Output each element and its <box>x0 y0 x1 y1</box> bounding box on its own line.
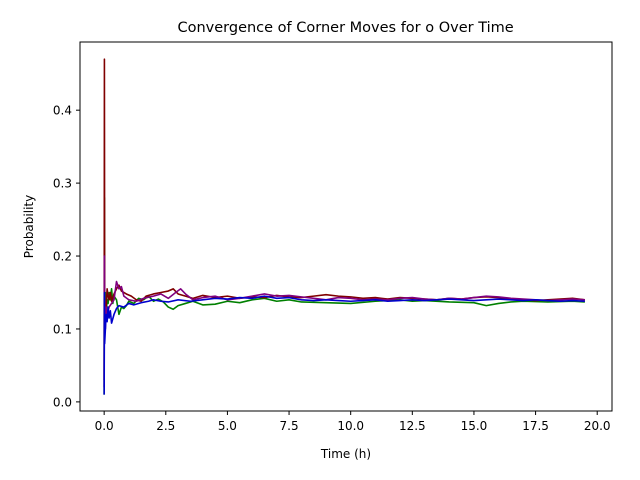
x-axis: 0.0 2.5 5.0 7.5 10.0 12.5 15.0 17.5 20.0 <box>95 411 611 433</box>
series-line-2 <box>103 58 585 381</box>
x-tick-label: 2.5 <box>156 419 175 433</box>
x-tick-label: 12.5 <box>399 419 426 433</box>
plot-area <box>79 41 613 412</box>
y-tick-label: 0.3 <box>53 177 72 191</box>
x-tick-label: 5.0 <box>218 419 237 433</box>
x-tick-label: 15.0 <box>461 419 488 433</box>
y-axis: 0.0 0.1 0.2 0.3 0.4 <box>53 104 80 409</box>
axes-frame <box>79 41 613 412</box>
y-tick-label: 0.4 <box>53 104 72 118</box>
x-tick-label: 17.5 <box>522 419 549 433</box>
series-line-3 <box>103 255 585 388</box>
chart-title: Convergence of Corner Moves for o Over T… <box>177 20 513 36</box>
x-axis-label: Time (h) <box>320 447 371 461</box>
y-tick-label: 0.1 <box>53 322 72 336</box>
x-tick-label: 7.5 <box>280 419 299 433</box>
series-layer <box>103 58 585 395</box>
y-axis-label: Probability <box>22 195 36 258</box>
x-tick-label: 0.0 <box>95 419 114 433</box>
y-tick-label: 0.0 <box>53 395 72 409</box>
series-line-4 <box>103 291 585 395</box>
y-tick-label: 0.2 <box>53 250 72 264</box>
x-tick-label: 20.0 <box>584 419 611 433</box>
x-tick-label: 10.0 <box>337 419 364 433</box>
